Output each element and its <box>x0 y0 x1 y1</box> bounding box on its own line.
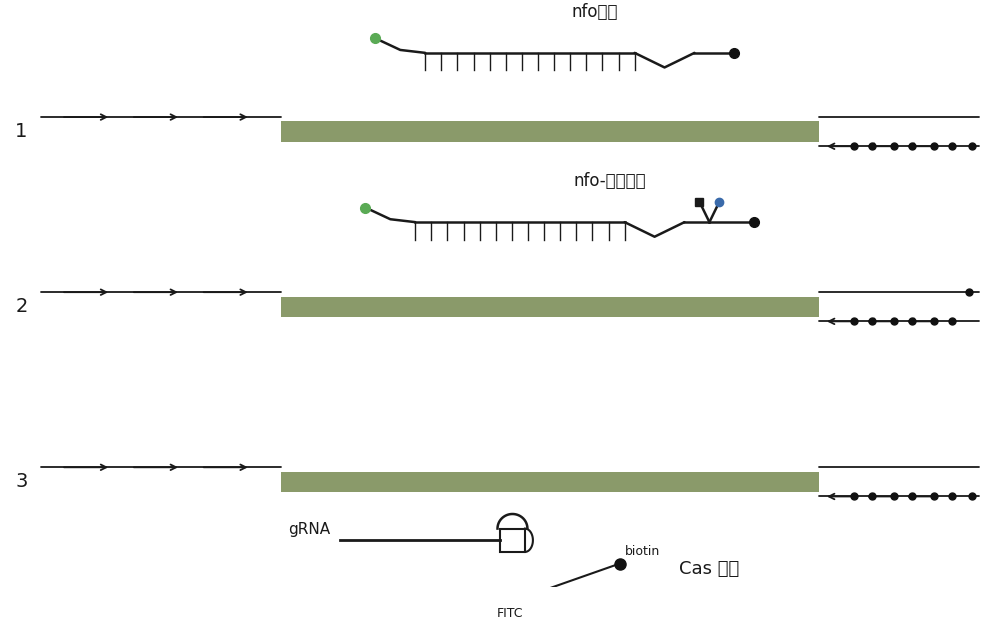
Text: 1: 1 <box>15 122 28 141</box>
Text: 2: 2 <box>15 297 28 316</box>
Text: FITC: FITC <box>497 607 523 618</box>
FancyBboxPatch shape <box>281 297 819 317</box>
Text: biotin: biotin <box>625 545 660 558</box>
FancyBboxPatch shape <box>281 122 819 142</box>
Text: 3: 3 <box>15 472 28 491</box>
Text: Cas 探针: Cas 探针 <box>679 561 740 578</box>
FancyBboxPatch shape <box>281 472 819 492</box>
Text: nfo探针: nfo探针 <box>571 3 618 21</box>
Text: gRNA: gRNA <box>288 522 330 537</box>
Text: nfo-荧光探针: nfo-荧光探针 <box>573 172 646 190</box>
